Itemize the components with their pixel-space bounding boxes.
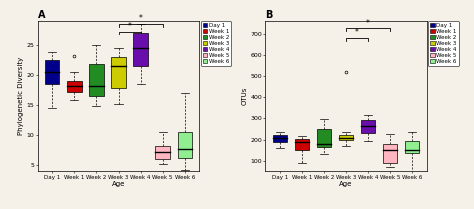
Bar: [383, 144, 397, 163]
X-axis label: Age: Age: [339, 181, 353, 187]
Bar: [178, 132, 192, 158]
Legend: Day 1, Week 1, Week 2, Week 3, Week 4, Week 5, Week 6: Day 1, Week 1, Week 2, Week 3, Week 4, W…: [201, 21, 231, 66]
Bar: [405, 141, 419, 153]
Text: *: *: [366, 19, 370, 28]
Y-axis label: OTUs: OTUs: [241, 87, 247, 105]
Bar: [361, 120, 375, 133]
Bar: [67, 81, 82, 92]
Bar: [155, 146, 170, 159]
Text: A: A: [38, 10, 46, 20]
Bar: [45, 60, 59, 84]
Bar: [317, 129, 331, 147]
Text: *: *: [138, 14, 143, 23]
Bar: [133, 33, 148, 66]
Text: B: B: [265, 10, 273, 20]
Bar: [295, 139, 309, 150]
Text: *: *: [355, 28, 359, 37]
Y-axis label: Phylogenetic Diversity: Phylogenetic Diversity: [18, 57, 24, 135]
Legend: Day 1, Week 1, Week 2, Week 3, Week 4, Week 5, Week 6: Day 1, Week 1, Week 2, Week 3, Week 4, W…: [428, 21, 458, 66]
Bar: [89, 64, 104, 96]
X-axis label: Age: Age: [112, 181, 125, 187]
Bar: [273, 135, 287, 142]
Text: *: *: [128, 22, 131, 31]
Bar: [111, 57, 126, 88]
Bar: [339, 135, 353, 140]
